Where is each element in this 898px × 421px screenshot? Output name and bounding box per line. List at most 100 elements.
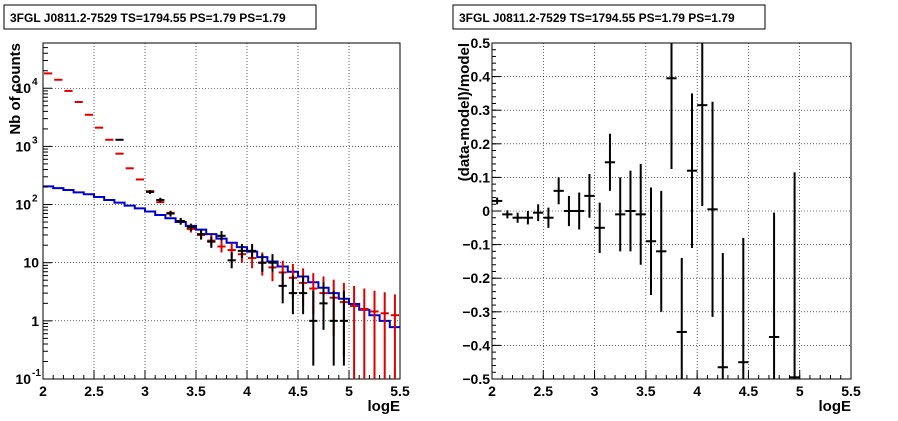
residuals-y-tick-label: −0.1 (462, 237, 490, 253)
residuals-y-tick-label: 0.4 (471, 69, 491, 85)
residual-point (522, 211, 534, 225)
counts-y-tick-label: 10 (15, 197, 31, 213)
residuals-x-ticks: 2 2.5 3 3.5 4 4.5 5 5.5 (488, 370, 861, 399)
residual-point (553, 177, 564, 205)
data-point (299, 275, 308, 315)
counts-x-tick-label: 4 (243, 383, 251, 399)
counts-x-tick-label: 4.5 (288, 383, 308, 399)
data-point (319, 282, 328, 330)
data-point (207, 236, 216, 248)
data-point (176, 217, 185, 225)
residual-point (563, 195, 575, 227)
model-point (380, 292, 389, 379)
residual-point (676, 258, 687, 379)
residuals-x-tick-label: 2 (488, 383, 496, 399)
residuals-y-ticks: −0.5 −0.4 −0.3 −0.2 −0.1 0 0.1 0.2 0.3 0.4 0.5 (462, 35, 501, 387)
residual-point (584, 174, 595, 218)
residuals-x-axis-label: logE (819, 398, 852, 415)
counts-y-tick-exponent: 4 (32, 77, 38, 88)
residuals-x-tick-label: 4 (693, 383, 701, 399)
data-point (166, 210, 175, 217)
residual-point (502, 210, 513, 219)
residual-point (615, 177, 626, 252)
counts-y-tick-base: 10 (15, 138, 31, 154)
residuals-panel: 2 2.5 3 3.5 4 4.5 5 5.5 −0.5 −0.4 −0.3 −0.2 −0.1 0 0.… (452, 4, 861, 415)
data-point (268, 254, 277, 272)
residual-point (656, 190, 667, 312)
data-point (146, 189, 155, 194)
counts-y-tick-label: 10 (15, 371, 31, 387)
data-point (248, 243, 257, 259)
residuals-y-tick-label: 0.2 (471, 136, 491, 152)
residuals-y-tick-label: 0.3 (471, 102, 491, 118)
residual-point (533, 204, 544, 222)
counts-y-tick-base: 10 (15, 371, 31, 387)
counts-y-tick-label: 1 (31, 313, 39, 329)
data-point (258, 254, 267, 272)
data-point (217, 231, 226, 241)
residuals-y-tick-label: −0.2 (462, 270, 490, 286)
residual-point (543, 207, 554, 228)
counts-x-tick-label: 3 (141, 383, 149, 399)
counts-y-tick-label: 10 (15, 80, 31, 96)
residual-point (645, 187, 657, 295)
residual-point (635, 163, 646, 265)
counts-x-axis-label: logE (368, 398, 401, 415)
counts-y-tick-label: 10 (15, 138, 31, 154)
residuals-y-tick-label: 0.5 (471, 35, 491, 51)
data-point (288, 275, 297, 315)
residual-point (697, 43, 708, 206)
residuals-chart-title: 3FGL J0811.2-7529 TS=1794.55 PS=1.79 PS=… (459, 11, 735, 25)
residual-point (574, 192, 585, 230)
counts-x-tick-label: 2.5 (84, 383, 104, 399)
residuals-y-tick-label: −0.3 (462, 304, 490, 320)
counts-y-axis-label: Nb of counts (7, 43, 24, 135)
residual-point (707, 101, 718, 317)
model-point (217, 240, 226, 253)
counts-x-tick-label: 2 (39, 383, 47, 399)
data-point (237, 243, 246, 259)
model-point (370, 290, 379, 379)
counts-chart-title: 3FGL J0811.2-7529 TS=1794.55 PS=1.79 PS=… (10, 11, 286, 25)
counts-plot-frame (42, 42, 401, 380)
counts-y-tick-base: 10 (15, 80, 31, 96)
counts-x-ticks: 2 2.5 3 3.5 4 4.5 5 5.5 (39, 370, 410, 399)
residual-point (666, 43, 677, 169)
counts-x-tick-label: 3.5 (186, 383, 206, 399)
residual-point (717, 253, 728, 379)
data-point (309, 290, 318, 366)
residuals-x-tick-label: 3 (591, 383, 599, 399)
residuals-x-tick-label: 4.5 (739, 383, 759, 399)
model-point (350, 285, 359, 379)
model-point (360, 288, 369, 379)
residuals-y-tick-label: 0 (482, 203, 490, 219)
residuals-y-axis-label: (data-model)/model (456, 43, 473, 181)
counts-x-tick-label: 5.5 (390, 383, 410, 399)
residual-point (789, 172, 800, 379)
counts-y-tick-base: 10 (23, 255, 39, 271)
data-point (156, 197, 165, 203)
residuals-grid (492, 43, 851, 379)
residuals-x-tick-label: 5.5 (841, 383, 861, 399)
counts-title-box (3, 4, 317, 30)
counts-y-tick-exponent: 3 (32, 135, 38, 146)
residuals-y-tick-label: 0.1 (471, 169, 491, 185)
model-point (390, 294, 399, 379)
residual-point (492, 197, 503, 205)
data-point (329, 290, 338, 366)
data-point (115, 138, 124, 141)
residuals-series (492, 43, 800, 379)
data-point (186, 223, 195, 232)
residuals-x-tick-label: 3.5 (636, 383, 656, 399)
residual-point (738, 237, 749, 379)
counts-y-tick-label: 10 (23, 255, 39, 271)
residuals-x-tick-label: 5 (796, 383, 804, 399)
data-point (339, 290, 348, 366)
residuals-y-tick-label: −0.5 (462, 371, 490, 387)
counts-y-tick-base: 1 (31, 313, 39, 329)
counts-y-tick-exponent: 2 (32, 194, 38, 205)
residual-point (686, 93, 698, 248)
